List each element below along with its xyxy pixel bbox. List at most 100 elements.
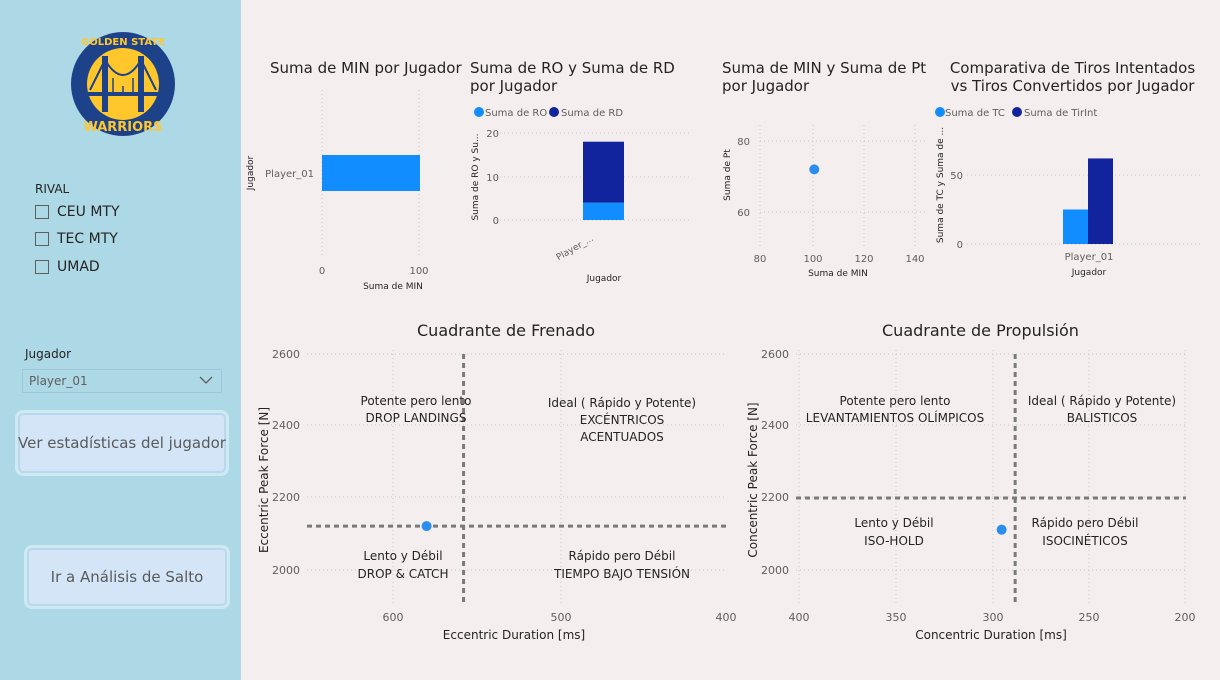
chart-min-pt-xtick-120: 120 — [854, 254, 873, 265]
main-canvas — [241, 0, 1220, 680]
legend-tirint-label: Suma de TirInt — [1024, 108, 1097, 119]
propulsion-ytick-2600: 2600 — [761, 348, 789, 361]
chart-propulsion: 2600 2400 2200 2000 400 350 300 250 200 … — [746, 348, 1196, 642]
chart-min-title: Suma de MIN por Jugador — [270, 59, 462, 77]
chart-min-pt-title: Suma de MIN y Suma de Pt por Jugador — [722, 59, 927, 95]
frenado-ytick-2400: 2400 — [272, 419, 300, 432]
sidebar: GOLDEN STATE WARRIORS RIVAL CEU MTY TEC … — [0, 0, 241, 680]
chart-min-xtick-1: 100 — [409, 266, 428, 277]
rival-option-tec[interactable]: TEC MTY — [35, 231, 118, 247]
propulsion-q-tl-2: LEVANTAMIENTOS OLÍMPICOS — [806, 410, 984, 425]
jugador-slicer-title: Jugador — [25, 347, 72, 361]
legend-ro-label: Suma de RO — [485, 108, 547, 119]
frenado-xtick-600: 600 — [383, 611, 404, 624]
propulsion-title: Cuadrante de Propulsión — [882, 321, 1079, 340]
legend-rd-label: Suma de RD — [561, 108, 623, 119]
frenado-q-bl-1: Lento y Débil — [363, 549, 442, 563]
frenado-ytick-2200: 2200 — [272, 491, 300, 504]
chart-tiros-title: Comparativa de Tiros Intentados vs Tiros… — [949, 59, 1196, 95]
propulsion-xlabel: Concentric Duration [ms] — [915, 628, 1067, 642]
rival-option-ceu[interactable]: CEU MTY — [35, 204, 120, 220]
frenado-ytick-2000: 2000 — [272, 564, 300, 577]
propulsion-xtick-350: 350 — [886, 611, 907, 624]
jugador-dropdown[interactable]: Player_01 — [22, 369, 222, 393]
logo-bottom-text: WARRIORS — [83, 120, 162, 135]
frenado-q-tr-3: ACENTUADOS — [580, 430, 664, 444]
chart-ro-rd-ytick-20: 20 — [486, 129, 499, 140]
legend-tc-label: Suma de TC — [945, 108, 1005, 119]
chart-tiros-ytick-0: 0 — [957, 240, 963, 251]
frenado-title: Cuadrante de Frenado — [417, 321, 596, 340]
analisis-salto-button[interactable]: Ir a Análisis de Salto — [24, 545, 230, 609]
legend-tirint-marker — [1012, 107, 1022, 117]
chart-tiros-xlabel: Jugador — [1071, 268, 1107, 278]
chart-min-pt-xtick-80: 80 — [754, 254, 767, 265]
chart-rd-bar[interactable] — [583, 141, 624, 203]
chart-ro-rd-ylabel: Suma de RO y Su... — [471, 133, 481, 220]
legend-ro-marker — [474, 107, 484, 117]
frenado-q-bl-2: DROP & CATCH — [358, 567, 449, 581]
ver-estadisticas-button[interactable]: Ver estadísticas del jugador — [15, 410, 229, 476]
logo-top-text: GOLDEN STATE — [81, 37, 165, 48]
chart-min-category-label: Player_01 — [265, 169, 314, 180]
frenado-ytick-2600: 2600 — [272, 348, 300, 361]
frenado-q-tr-2: EXCÉNTRICOS — [580, 412, 665, 427]
rival-slicer-title: RIVAL — [35, 182, 70, 196]
chart-ro-rd-xlabel: Jugador — [586, 274, 622, 284]
chart-min-bar[interactable] — [322, 155, 420, 191]
frenado-xtick-500: 500 — [551, 611, 572, 624]
propulsion-xtick-400: 400 — [789, 611, 810, 624]
frenado-q-tl-1: Potente pero lento — [361, 394, 472, 408]
propulsion-q-tl-1: Potente pero lento — [840, 394, 951, 408]
chevron-down-icon — [199, 376, 213, 384]
propulsion-xtick-300: 300 — [983, 611, 1004, 624]
checkbox-icon[interactable] — [35, 232, 49, 246]
chart-tirint-bar[interactable] — [1088, 158, 1113, 244]
chart-tiros-ytick-50: 50 — [950, 171, 963, 182]
chart-tiros: Suma de TC Suma de TirInt 50 0 Suma de T… — [935, 107, 1200, 278]
frenado-q-br-1: Rápido pero Débil — [569, 549, 676, 563]
propulsion-q-bl-2: ISO-HOLD — [864, 534, 924, 548]
legend-rd-marker — [549, 107, 559, 117]
chart-min-pt-ytick-60: 60 — [737, 208, 750, 219]
chart-min-ylabel: Jugador — [246, 155, 256, 191]
rival-option-label: TEC MTY — [57, 231, 118, 247]
rival-option-umad[interactable]: UMAD — [35, 259, 100, 275]
chart-min-pt-xlabel: Suma de MIN — [808, 269, 868, 279]
chart-tiros-ylabel: Suma de TC y Suma de ... — [936, 127, 946, 243]
frenado-point[interactable] — [421, 521, 432, 532]
chart-min-xlabel: Suma de MIN — [363, 282, 423, 292]
chart-ro-rd-title: Suma de RO y Suma de RD por Jugador — [470, 59, 675, 95]
propulsion-q-tr-1: Ideal ( Rápido y Potente) — [1028, 394, 1176, 408]
chart-min: Player_01 Jugador 0 100 Suma de MIN — [246, 90, 429, 292]
chart-frenado: 2600 2400 2200 2000 600 500 400 Potente … — [257, 348, 737, 642]
checkbox-icon[interactable] — [35, 260, 49, 274]
chart-min-pt-xtick-140: 140 — [905, 254, 924, 265]
propulsion-q-br-2: ISOCINÉTICOS — [1042, 533, 1127, 548]
chart-min-xtick-0: 0 — [319, 266, 325, 277]
chart-min-pt-xtick-100: 100 — [803, 254, 822, 265]
rival-option-label: UMAD — [57, 259, 100, 275]
chart-tc-bar[interactable] — [1063, 209, 1088, 245]
propulsion-point[interactable] — [996, 524, 1007, 535]
chart-min-pt-point[interactable] — [809, 164, 820, 175]
warriors-logo: GOLDEN STATE WARRIORS — [71, 32, 175, 136]
frenado-q-tr-1: Ideal ( Rápido y Potente) — [548, 396, 696, 410]
chart-min-pt-ylabel: Suma de Pt — [723, 149, 733, 201]
legend-tc-marker — [935, 107, 945, 117]
propulsion-xtick-250: 250 — [1079, 611, 1100, 624]
frenado-q-br-2: TIEMPO BAJO TENSIÓN — [553, 566, 690, 581]
propulsion-q-bl-1: Lento y Débil — [854, 516, 933, 530]
chart-min-pt-ytick-80: 80 — [737, 137, 750, 148]
chart-ro-bar[interactable] — [583, 202, 624, 220]
chart-min-pt: 80 60 Suma de Pt 80 100 120 140 Suma de … — [723, 125, 926, 279]
propulsion-q-br-1: Rápido pero Débil — [1032, 516, 1139, 530]
frenado-xlabel: Eccentric Duration [ms] — [443, 628, 585, 642]
rival-option-label: CEU MTY — [57, 204, 120, 220]
jugador-selected-value: Player_01 — [29, 374, 88, 388]
frenado-xtick-400: 400 — [716, 611, 737, 624]
checkbox-icon[interactable] — [35, 205, 49, 219]
propulsion-ytick-2000: 2000 — [761, 564, 789, 577]
chart-ro-rd-ytick-0: 0 — [493, 216, 499, 227]
chart-ro-rd-category: Player_... — [555, 234, 596, 263]
